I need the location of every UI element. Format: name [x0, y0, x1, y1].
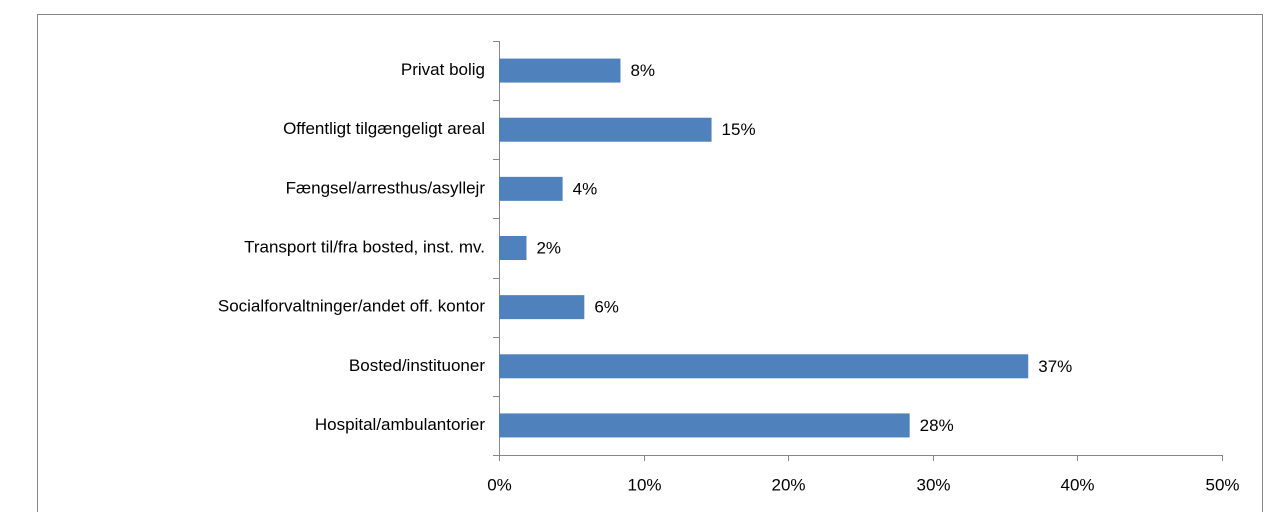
data-label: 8% — [630, 61, 655, 80]
data-label: 28% — [920, 416, 954, 435]
bar — [499, 58, 621, 83]
bar — [499, 295, 585, 320]
data-label: 37% — [1038, 357, 1072, 376]
x-tick-label: 20% — [771, 475, 805, 494]
data-label: 4% — [573, 179, 598, 198]
x-tick-label: 30% — [916, 475, 950, 494]
bar — [499, 354, 1029, 379]
x-tick-label: 0% — [487, 475, 512, 494]
y-tick-label: Transport til/fra bosted, inst. mv. — [244, 237, 485, 256]
y-tick-label: Fængsel/arresthus/asyllejr — [286, 178, 486, 197]
y-tick-label: Socialforvaltninger/andet off. kontor — [218, 297, 485, 316]
y-tick-label: Offentligt tilgængeligt areal — [283, 119, 485, 138]
y-tick-label: Privat bolig — [401, 60, 485, 79]
bar — [499, 176, 563, 201]
bar — [499, 236, 527, 260]
y-tick-label: Bosted/instituoner — [349, 356, 485, 375]
y-tick-label: Hospital/ambulantorier — [315, 415, 485, 434]
x-tick-label: 10% — [627, 475, 661, 494]
bar — [499, 413, 910, 438]
data-label: 2% — [536, 238, 561, 257]
bar — [499, 117, 712, 142]
data-label: 15% — [722, 120, 756, 139]
data-label: 6% — [594, 298, 619, 317]
x-tick-label: 50% — [1205, 475, 1239, 494]
x-tick-label: 40% — [1060, 475, 1094, 494]
